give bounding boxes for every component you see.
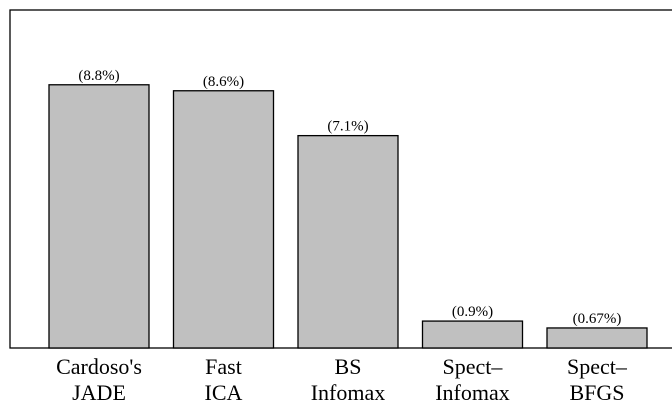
data-label-4: (0.67%) [573,311,622,327]
x-tick-label-1-line-1: ICA [205,380,243,405]
data-label-0: (8.8%) [78,68,119,84]
data-label-3: (0.9%) [452,304,493,320]
x-tick-label-4-line-1: BFGS [569,380,624,405]
bar-1 [172,90,275,349]
x-tick-labels-group: Cardoso'sJADEFastICABSInfomaxSpect–Infom… [56,354,628,405]
x-tick-label-0-line-0: Cardoso's [56,354,142,379]
x-tick-label-3-line-1: Infomax [435,380,510,405]
x-tick-label-3-line-0: Spect– [443,354,504,379]
x-tick-label-4-line-0: Spect– [567,354,628,379]
data-labels-group: (8.8%) (8.6%) (7.1%) (0.9%) (0.67%) [78,68,621,327]
x-tick-label-2-line-0: BS [335,354,362,379]
bars-group [48,84,648,349]
bar-3 [421,320,524,349]
bar-4 [546,327,648,349]
x-tick-label-0-line-1: JADE [72,380,126,405]
bar-0 [48,84,150,349]
x-tick-label-1-line-0: Fast [205,354,242,379]
data-label-1: (8.6%) [203,74,244,90]
bar-2 [297,134,399,349]
data-label-2: (7.1%) [327,119,368,135]
x-tick-label-2-line-1: Infomax [311,380,386,405]
